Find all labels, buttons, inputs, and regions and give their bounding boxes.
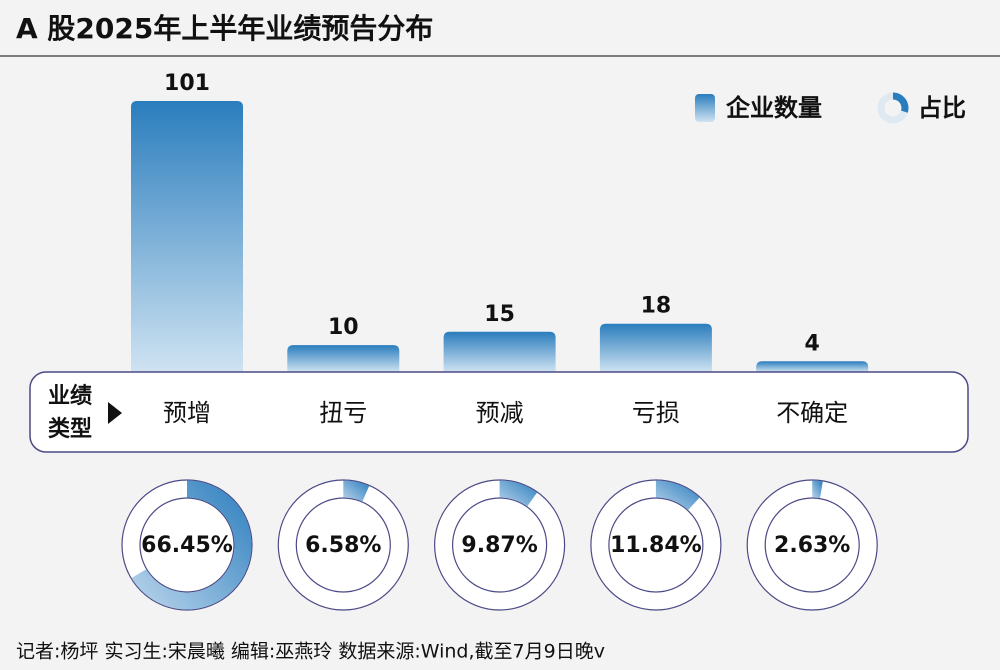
bars bbox=[131, 101, 869, 372]
legend-swatch bbox=[893, 92, 909, 113]
donut-outline bbox=[452, 497, 548, 593]
legend-swatch bbox=[695, 94, 715, 122]
donut-segment bbox=[812, 480, 823, 499]
data-label: 9.87% bbox=[461, 533, 537, 558]
data-label: 11.84% bbox=[610, 533, 702, 558]
data-label: 66.45% bbox=[141, 533, 233, 558]
donut-segment bbox=[655, 480, 700, 511]
data-label: 4 bbox=[805, 331, 820, 356]
x-tick-label: 不确定 bbox=[776, 399, 848, 427]
donut-segment bbox=[343, 480, 370, 502]
x-tick-label: 扭亏 bbox=[319, 399, 367, 427]
data-label: 6.58% bbox=[305, 533, 381, 558]
chart-title: A 股2025年上半年业绩预告分布 bbox=[16, 12, 433, 45]
legend-label: 企业数量 bbox=[726, 94, 822, 122]
axis-arrow bbox=[108, 402, 122, 424]
donut-outline bbox=[608, 497, 704, 593]
donut-outline bbox=[139, 497, 235, 593]
bar bbox=[287, 345, 400, 372]
data-label: 15 bbox=[484, 302, 515, 327]
bar bbox=[443, 331, 556, 372]
data-label: 10 bbox=[328, 315, 359, 340]
data-label: 101 bbox=[164, 71, 210, 96]
bar bbox=[131, 101, 243, 372]
data-label: 18 bbox=[641, 294, 672, 319]
donut-outline bbox=[764, 497, 860, 593]
bar bbox=[756, 361, 869, 372]
x-tick-label: 预减 bbox=[476, 399, 524, 427]
donut-outline bbox=[121, 479, 253, 611]
source: 记者:杨坪 实习生:宋晨曦 编辑:巫燕玲 数据来源:Wind,截至7月9日晚v bbox=[16, 641, 605, 663]
x-tick-label: 预增 bbox=[163, 399, 211, 427]
legend-label: 占比 bbox=[918, 94, 966, 122]
donut-outline bbox=[295, 497, 391, 593]
category-box bbox=[29, 371, 969, 453]
axis-label: 业绩 bbox=[48, 383, 92, 409]
donut-outline bbox=[434, 479, 566, 611]
axis-label: 类型 bbox=[48, 417, 92, 442]
donut-outline bbox=[590, 479, 722, 611]
donut-segment bbox=[499, 480, 538, 507]
donut-outline bbox=[746, 479, 878, 611]
data-label: 2.63% bbox=[774, 533, 850, 558]
bar bbox=[599, 323, 712, 372]
x-tick-label: 亏损 bbox=[632, 399, 680, 427]
donut-outline bbox=[277, 479, 409, 611]
